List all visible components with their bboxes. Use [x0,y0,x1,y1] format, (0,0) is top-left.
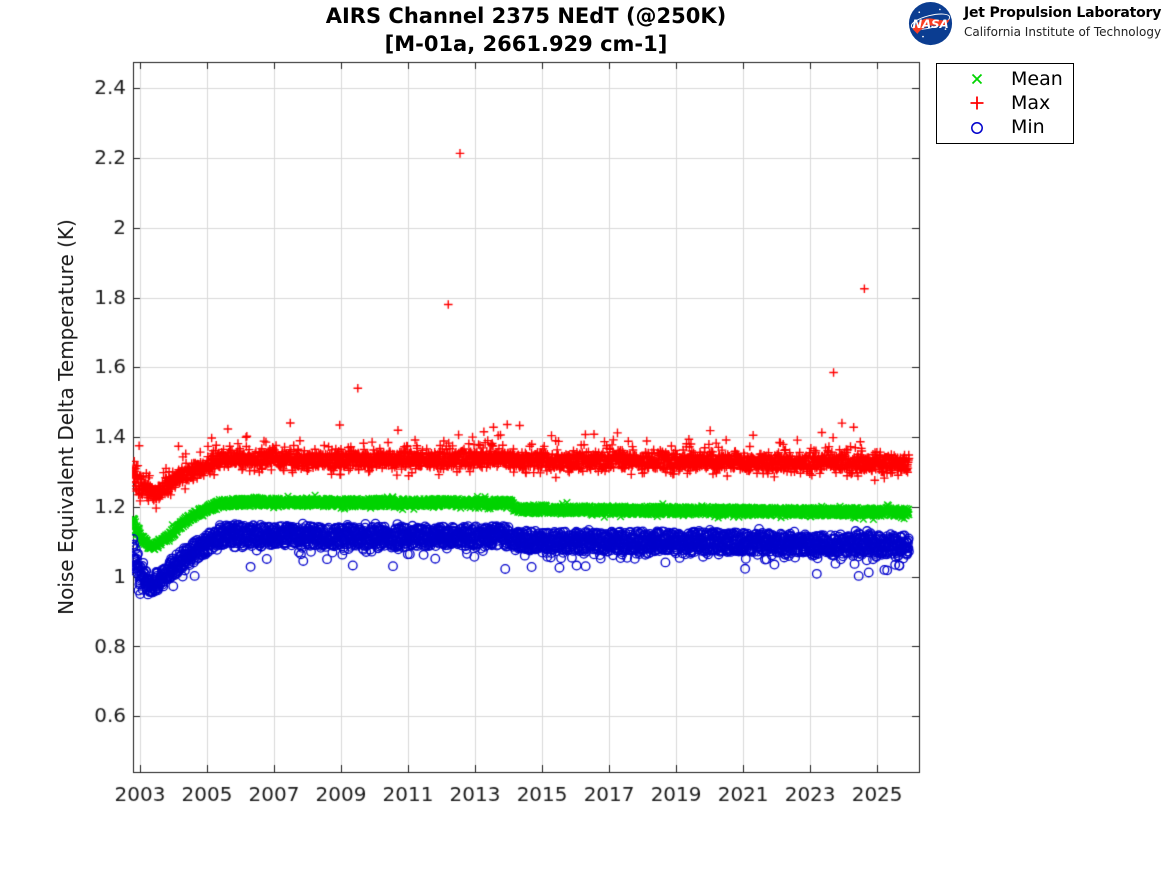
min-circle-marker-icon [971,121,983,134]
legend-item-max: Max [937,91,1073,115]
legend-label-max: Max [1011,91,1051,114]
jpl-logo-block: NASA Jet Propulsion Laboratory Californi… [906,0,1167,46]
max-plus-marker-icon [970,96,984,110]
chart-title-line1: AIRS Channel 2375 NEdT (@250K) [325,4,727,28]
legend: Mean Max Min [936,63,1074,144]
legend-item-min: Min [937,116,1073,140]
legend-item-mean: Mean [937,67,1073,91]
legend-label-mean: Mean [1011,67,1063,90]
nasa-logo-text: NASA [912,17,948,31]
legend-label-min: Min [1011,116,1045,139]
y-axis-label: Noise Equivalent Delta Temperature (K) [54,219,78,615]
jpl-subtitle: California Institute of Technology [964,25,1162,39]
nasa-meatball-icon: NASA [908,1,953,46]
mean-x-marker-icon [971,74,983,85]
chart-title: AIRS Channel 2375 NEdT (@250K) [M-01a, 2… [133,2,919,58]
chart-title-line2: [M-01a, 2661.929 cm-1] [384,32,668,56]
jpl-name: Jet Propulsion Laboratory [964,5,1162,21]
